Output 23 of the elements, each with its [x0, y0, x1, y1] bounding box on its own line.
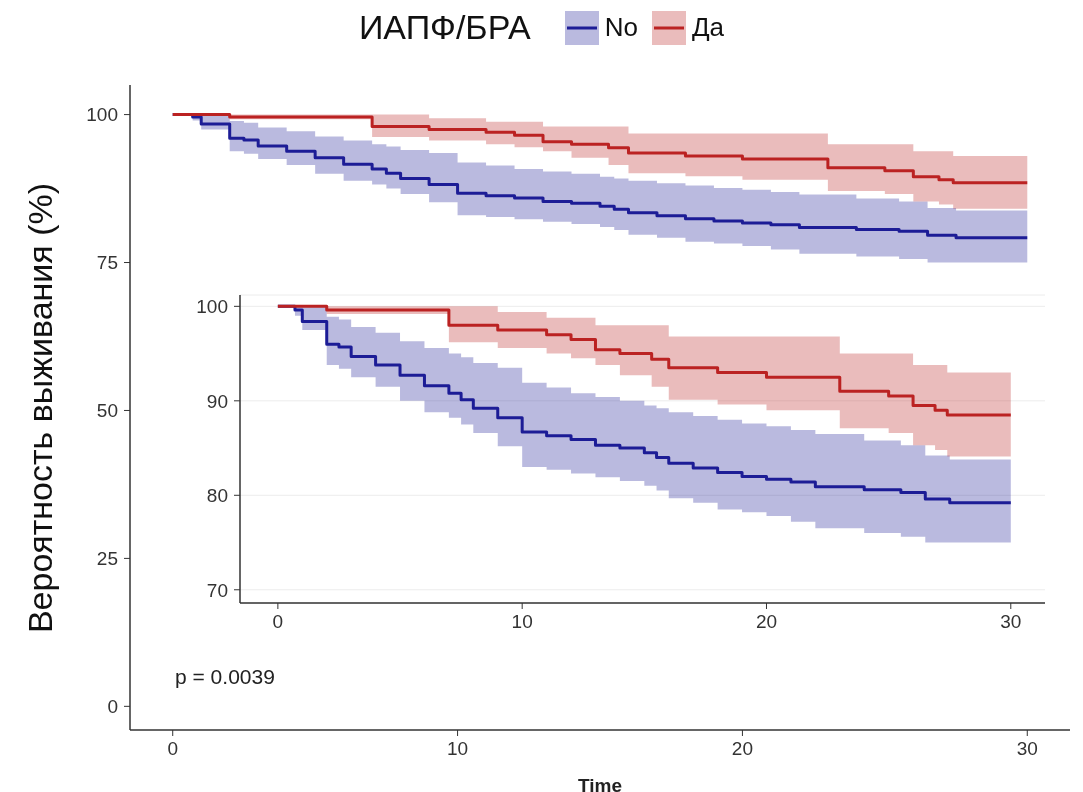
- legend-label: No: [604, 12, 639, 43]
- x-axis-title: Time: [577, 775, 623, 792]
- y-tick-label: 100: [196, 296, 228, 318]
- y-tick-label: 90: [206, 390, 228, 412]
- y-tick-label: 0: [107, 696, 118, 718]
- x-tick-label: 20: [755, 611, 778, 633]
- x-tick-label: 0: [272, 611, 284, 633]
- annotation: p = 0.0039: [175, 665, 275, 689]
- x-tick-label: 0: [167, 738, 179, 760]
- x-tick-label: 20: [731, 738, 753, 760]
- y-tick-label: 75: [96, 252, 118, 274]
- y-tick-label: 50: [96, 400, 118, 422]
- y-axis-title: Вероятность выживания (%): [20, 182, 60, 634]
- y-tick-label: 70: [206, 579, 228, 601]
- x-tick-label: 30: [1016, 738, 1038, 760]
- y-tick-label: 25: [96, 548, 118, 570]
- y-tick-label: 100: [86, 104, 118, 126]
- y-tick-label: 80: [206, 485, 228, 507]
- legend-label: Да: [692, 12, 725, 43]
- x-tick-label: 30: [1000, 611, 1022, 633]
- legend-title: ИАПФ/БРА: [358, 8, 531, 47]
- x-tick-label: 10: [447, 738, 469, 760]
- x-tick-label: 10: [511, 611, 533, 633]
